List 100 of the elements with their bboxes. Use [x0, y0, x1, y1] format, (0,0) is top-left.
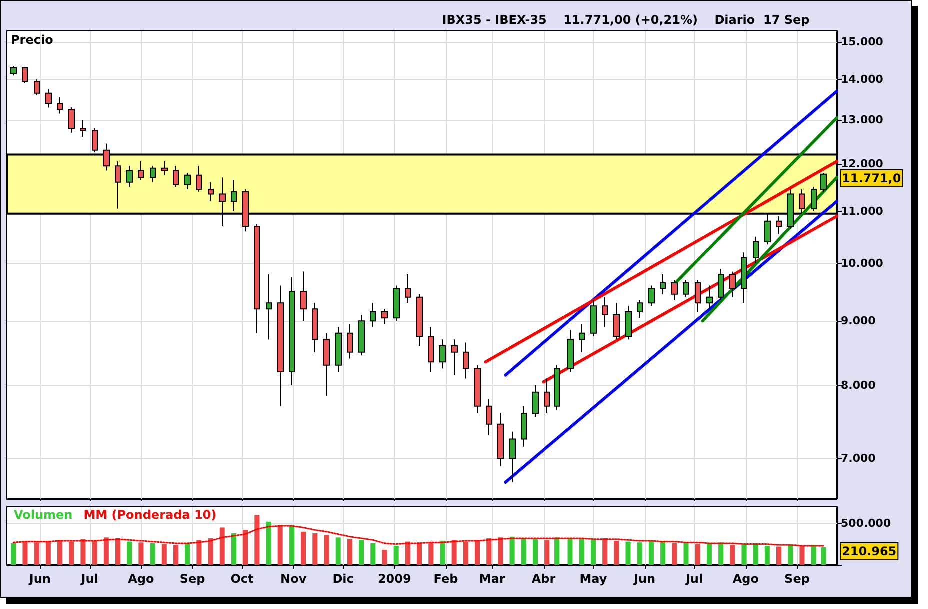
- bar: [579, 539, 584, 565]
- bar: [196, 540, 202, 565]
- y-tick-label: 7.000: [841, 452, 876, 465]
- candlestick: [590, 300, 597, 337]
- bar: [173, 545, 178, 565]
- candlestick: [323, 332, 330, 396]
- bar: [590, 540, 596, 565]
- bar: [742, 544, 747, 565]
- bar: [231, 534, 236, 565]
- candlestick: [335, 326, 342, 372]
- bar: [116, 538, 120, 565]
- bar: [660, 542, 666, 565]
- bar: [684, 542, 689, 565]
- bar: [185, 543, 190, 565]
- candlestick: [695, 280, 701, 313]
- candlestick: [196, 166, 202, 192]
- bar: [80, 539, 86, 565]
- candlestick: [637, 300, 643, 319]
- candlestick: [138, 161, 144, 180]
- candlestick: [405, 274, 411, 304]
- x-tick-label: Feb: [434, 572, 459, 586]
- candlestick: [753, 236, 759, 264]
- y-tick-label: 14.000: [841, 73, 884, 86]
- x-tick-label: Sep: [180, 572, 206, 586]
- bar: [92, 540, 98, 565]
- candlestick: [463, 342, 469, 380]
- x-tick-label: Jul: [684, 572, 704, 586]
- candlestick: [544, 378, 550, 414]
- candlestick: [648, 285, 655, 307]
- bar: [417, 542, 422, 565]
- chart-title: IBX35 - IBEX-35 11.771,00 (+0,21%) Diario 17 Sep: [442, 13, 810, 27]
- candlestick: [393, 285, 400, 322]
- bar: [336, 538, 341, 565]
- candlestick: [474, 364, 481, 414]
- candlestick: [509, 431, 516, 483]
- bar: [428, 543, 434, 565]
- bar: [266, 522, 272, 565]
- candlestick: [68, 107, 75, 134]
- bar: [34, 542, 40, 565]
- x-tick-label: Mar: [479, 572, 506, 586]
- bar: [637, 542, 642, 565]
- bar: [463, 542, 468, 565]
- bar: [452, 540, 457, 565]
- bar: [486, 538, 492, 565]
- candlestick: [683, 280, 689, 298]
- candlestick: [277, 285, 284, 407]
- candlestick: [266, 274, 272, 340]
- bar: [602, 538, 608, 565]
- candlestick: [579, 324, 585, 353]
- candlestick: [347, 324, 353, 360]
- candlestick: [184, 172, 191, 190]
- y-tick-label: 500.000: [841, 517, 892, 530]
- x-tick-label: 2009: [378, 572, 412, 586]
- bar: [220, 528, 225, 565]
- candlestick: [416, 294, 423, 346]
- bar: [254, 515, 260, 565]
- candlestick: [381, 308, 388, 325]
- bar: [521, 538, 526, 565]
- bar: [498, 538, 504, 565]
- bar: [788, 545, 794, 565]
- x-tick-label: Abr: [532, 572, 556, 586]
- bar: [394, 546, 399, 565]
- x-tick-label: Jun: [28, 572, 51, 586]
- bar: [104, 538, 109, 565]
- candlestick: [486, 398, 492, 436]
- bar: [764, 546, 770, 565]
- bar: [69, 542, 74, 565]
- candlestick: [625, 306, 632, 340]
- series-label: Volumen: [14, 508, 73, 522]
- candlestick: [741, 252, 747, 304]
- bar: [626, 542, 631, 565]
- candlestick: [428, 326, 434, 372]
- bar: [58, 540, 63, 565]
- x-tick-label: Ago: [732, 572, 759, 586]
- bar: [370, 543, 376, 565]
- candlestick: [613, 302, 620, 340]
- bar: [672, 543, 678, 565]
- bar: [821, 548, 826, 565]
- bar: [46, 540, 51, 565]
- bar: [243, 530, 248, 565]
- x-tick-label: May: [580, 572, 608, 586]
- bar: [289, 526, 294, 565]
- candlestick: [811, 186, 817, 212]
- bar: [127, 542, 132, 565]
- candlestick: [554, 364, 560, 410]
- bar: [510, 536, 515, 565]
- candlestick: [126, 166, 133, 188]
- candlestick: [34, 79, 40, 96]
- candlestick: [660, 274, 666, 295]
- y-tick-label: 11.000: [841, 204, 884, 218]
- candlestick: [300, 271, 307, 322]
- candlestick: [439, 339, 446, 370]
- bar: [695, 544, 700, 565]
- bar: [614, 540, 620, 565]
- bar: [138, 542, 144, 565]
- bar: [718, 542, 724, 565]
- y-tick-label: 15.000: [841, 35, 884, 48]
- x-tick-label: Jun: [633, 572, 656, 586]
- candlestick: [497, 413, 504, 467]
- y-tick-label: 8.000: [841, 378, 876, 392]
